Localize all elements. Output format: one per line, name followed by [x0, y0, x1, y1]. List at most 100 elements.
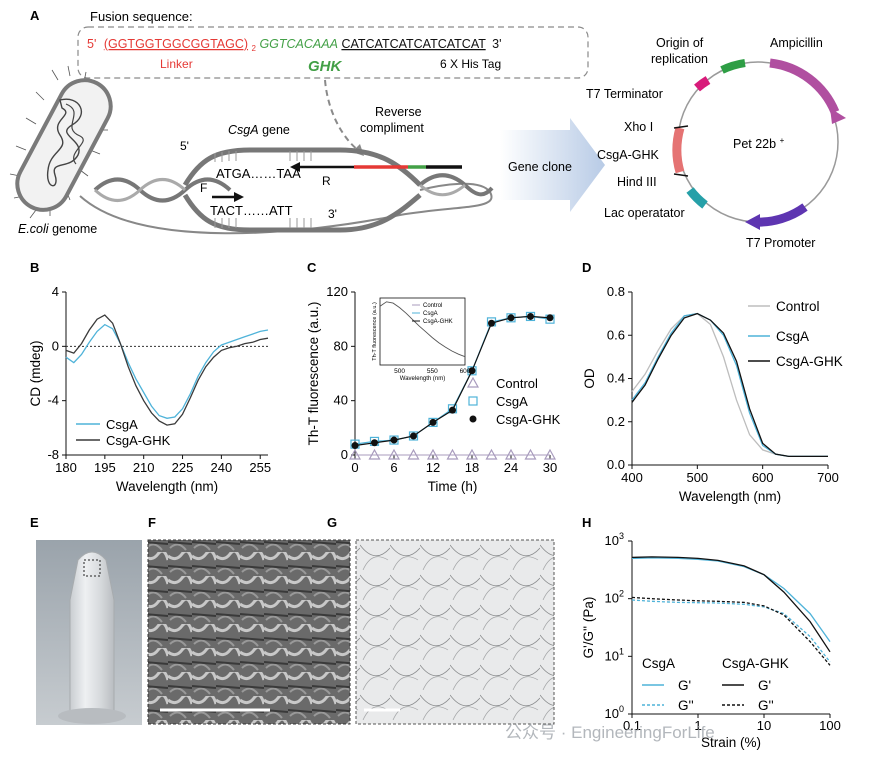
chart-c-y-tick-label: 80	[334, 338, 348, 353]
chart-b-series-line-1	[65, 314, 269, 426]
primer-r-label: R	[322, 174, 331, 188]
chart-c-legend-marker-2	[469, 415, 477, 423]
chart-b-x-tick-label: 225	[172, 460, 194, 475]
chart-h-legend-group-1: CsgA-GHK	[722, 656, 789, 671]
chart-b-y-tick-label: -4	[47, 393, 59, 408]
genome-label: E.coli genome	[18, 222, 97, 236]
chart-c-inset-x-tick-label: 500	[394, 368, 405, 375]
five-prime-gene: 5'	[180, 139, 189, 153]
chart-h-series-line-0	[631, 557, 831, 642]
gene-clone-arrow	[500, 118, 605, 212]
chart-d-x-tick-label: 600	[752, 470, 774, 485]
his-tag-sequence: CATCATCATCATCATCAT	[341, 37, 486, 51]
chart-c-y-axis-label: Th-T fluorescence (a.u.)	[306, 302, 321, 446]
chart-c-point	[449, 406, 456, 414]
chart-c-x-tick-label: 24	[504, 460, 518, 475]
chart-d-legend-label-2: CsgA-GHK	[776, 354, 843, 369]
chart-b-legend-label-1: CsgA-GHK	[106, 433, 171, 448]
plasmid-name: Pet 22b +	[733, 136, 785, 151]
chart-c-point	[410, 432, 417, 440]
chart-b-x-tick-label: 240	[211, 460, 233, 475]
feature-csga-ghk: CsgA-GHK	[597, 148, 659, 162]
panel-e-photo	[36, 540, 142, 725]
ampicillin-segment	[769, 58, 840, 114]
chart-c-point	[546, 314, 554, 322]
fusion-sequence-label: Fusion sequence:	[90, 9, 193, 24]
panel-letter-a: A	[30, 8, 40, 23]
plasmid-name-sup: +	[780, 136, 785, 145]
chart-c-x-tick-label: 30	[543, 460, 557, 475]
terminator-segment	[694, 76, 711, 92]
genome-label-rest: genome	[52, 222, 97, 236]
his-tag-label: 6 X His Tag	[440, 57, 501, 71]
chart-c-point	[524, 448, 537, 460]
chart-b-legend-label-0: CsgA	[106, 417, 138, 432]
chart-b: 180 195 210 225 240 255 -8 -4 0 4 Wavelength (nm) C…	[28, 284, 271, 494]
chart-c-legend-marker-0	[466, 376, 480, 388]
chart-c-point	[543, 448, 557, 460]
primer-f-label: F	[200, 181, 207, 195]
panel-letter-e: E	[30, 515, 39, 530]
feature-lac: Lac operatator	[604, 206, 685, 220]
reverse-label-1: Reverse	[375, 105, 422, 119]
chart-c-x-tick-label: 0	[351, 460, 358, 475]
chart-c-point	[390, 436, 398, 444]
genome-dna	[79, 147, 494, 235]
chart-d-series-line-2	[631, 312, 828, 458]
chart-b-y-tick-label: 0	[52, 338, 59, 353]
chart-c-inset-frame	[379, 297, 466, 366]
chart-b-y-axis-label: CD (mdeg)	[28, 340, 43, 406]
panel-letter-h: H	[582, 515, 591, 530]
reverse-label-2: compliment	[360, 121, 424, 135]
chart-d-x-tick-label: 500	[686, 470, 708, 485]
chart-c-point	[504, 448, 518, 460]
chart-c-point	[348, 448, 362, 460]
feature-ampicillin: Ampicillin	[770, 36, 823, 50]
chart-d-y-tick-label: 0.2	[607, 414, 625, 429]
chart-c-point	[371, 439, 378, 447]
tube-roi-box	[83, 559, 101, 577]
chart-h-x-tick-label: 0.1	[623, 718, 641, 733]
feature-t7-promoter: T7 Promoter	[746, 236, 815, 250]
three-prime-mark: 3'	[492, 37, 501, 51]
panel-letter-c: C	[307, 260, 317, 275]
chart-c-y-tick-label: 120	[326, 284, 348, 299]
chart-c-point	[407, 448, 420, 460]
chart-h-legend-label-1: G''	[678, 698, 694, 713]
ghk-sequence: GGTCACAAA	[259, 37, 338, 51]
chart-d: 400 500 600 700 0.0 0.2 0.4 0.6 0.8 Wavelength (n…	[582, 284, 843, 504]
chart-b-x-tick-label: 255	[249, 460, 271, 475]
chart-d-y-tick-label: 0.0	[607, 457, 625, 472]
chart-c-point	[428, 417, 438, 427]
lac-operator-segment	[686, 187, 708, 209]
chart-h-legend-label-0: G'	[678, 678, 691, 693]
chart-d-y-tick-label: 0.4	[607, 371, 625, 386]
feature-xho: Xho I	[624, 120, 653, 134]
chart-c-x-tick-label: 18	[465, 460, 479, 475]
chart-c-point	[507, 314, 515, 322]
chart-h-legend-group-0: CsgA	[642, 656, 675, 671]
reverse-compliment-arrow	[324, 79, 359, 151]
chart-c-inset-legend-label-2: CsgA-GHK	[423, 319, 453, 325]
panel-letter-g: G	[327, 515, 337, 530]
linker-label: Linker	[160, 57, 193, 71]
chart-h-y-axis-label: G'/G'' (Pa)	[581, 597, 596, 659]
chart-h-legend-label-2: G'	[758, 678, 771, 693]
tem-image	[355, 539, 555, 725]
panel-letter-b: B	[30, 260, 39, 275]
chart-h-y-tick-label: 101	[605, 646, 624, 663]
chart-h-x-tick-label: 1	[694, 718, 701, 733]
origin-segment	[720, 59, 746, 74]
chart-d-y-tick-label: 0.8	[607, 284, 625, 299]
chart-c-x-tick-label: 6	[390, 460, 397, 475]
chart-b-x-tick-label: 195	[94, 460, 116, 475]
feature-hind: Hind III	[617, 175, 657, 189]
chart-c-point	[488, 319, 495, 327]
gene-label-rest: gene	[262, 123, 290, 137]
fusion-sequence: 5' (GGTGGTGGCGGTAGC) 2 GGTCACAAA CATCATC…	[87, 37, 501, 54]
chart-c-point	[465, 448, 479, 460]
chart-d-x-axis-label: Wavelength (nm)	[679, 489, 781, 504]
chart-c-x-tick-label: 12	[426, 460, 440, 475]
fusion-sequence-box	[77, 26, 589, 79]
